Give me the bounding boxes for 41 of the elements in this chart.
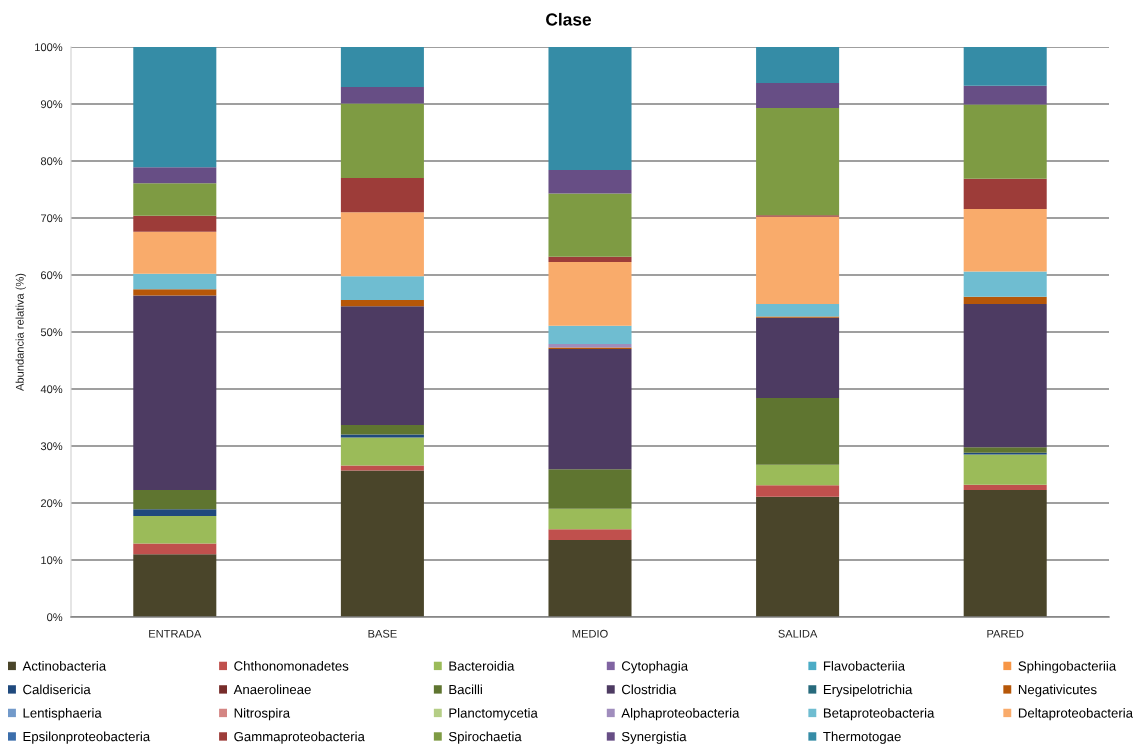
y-tick-label: 20% xyxy=(40,499,63,508)
y-tick-label: 90% xyxy=(40,100,63,109)
legend-label: Gammaproteobacteria xyxy=(234,731,365,744)
y-tick-label: 40% xyxy=(40,385,63,394)
legend-label: Planctomycetia xyxy=(449,708,538,721)
legend-label: Bacteroidia xyxy=(449,661,515,671)
y-tick-label: 10% xyxy=(41,556,63,565)
x-tick-label: PARED xyxy=(987,629,1024,638)
legend-label: Erysipelotrichia xyxy=(823,684,913,697)
legend-label: Nitrospira xyxy=(234,708,291,721)
y-tick-label: 70% xyxy=(41,214,63,223)
legend-label: Lentisphaeria xyxy=(23,708,102,721)
y-tick-label: 50% xyxy=(40,328,63,337)
y-axis-title: Abundancia relativa (%) xyxy=(15,273,26,391)
legend-label: Bacilli xyxy=(449,684,482,695)
legend-label: Deltaproteobacteria xyxy=(1018,708,1134,721)
legend-label: Flavobacteriia xyxy=(823,661,906,671)
legend-label: Anaerolineae xyxy=(233,684,311,695)
legend-label: Clostridia xyxy=(621,684,677,695)
y-tick-label: 30% xyxy=(40,442,63,451)
legend-label: Synergistia xyxy=(621,731,687,744)
legend-label: Betaproteobacteria xyxy=(823,708,935,721)
x-tick-label: SALIDA xyxy=(778,629,818,638)
legend-label: Spirochaetia xyxy=(448,731,522,744)
x-tick-label: BASE xyxy=(368,629,397,638)
y-tick-label: 60% xyxy=(40,271,63,280)
x-tick-label: ENTRADA xyxy=(149,629,202,638)
legend-label: Chthonomonadetes xyxy=(234,661,349,671)
legend-label: Cytophagia xyxy=(621,661,689,674)
y-tick-label: 0% xyxy=(47,613,63,622)
legend-label: Alphaproteobacteria xyxy=(621,708,740,721)
y-tick-label: 100% xyxy=(35,43,63,52)
legend-label: Sphingobacteriia xyxy=(1018,661,1117,674)
legend-label: Thermotogae xyxy=(823,731,901,744)
legend-label: Caldisericia xyxy=(23,684,91,695)
y-tick-label: 80% xyxy=(40,157,63,166)
x-tick-label: MEDIO xyxy=(572,629,608,638)
legend-label: Actinobacteria xyxy=(22,661,107,671)
legend-label: Negativicutes xyxy=(1018,684,1097,697)
chart-title: Clase xyxy=(546,12,592,26)
legend-label: Epsilonproteobacteria xyxy=(23,731,151,744)
